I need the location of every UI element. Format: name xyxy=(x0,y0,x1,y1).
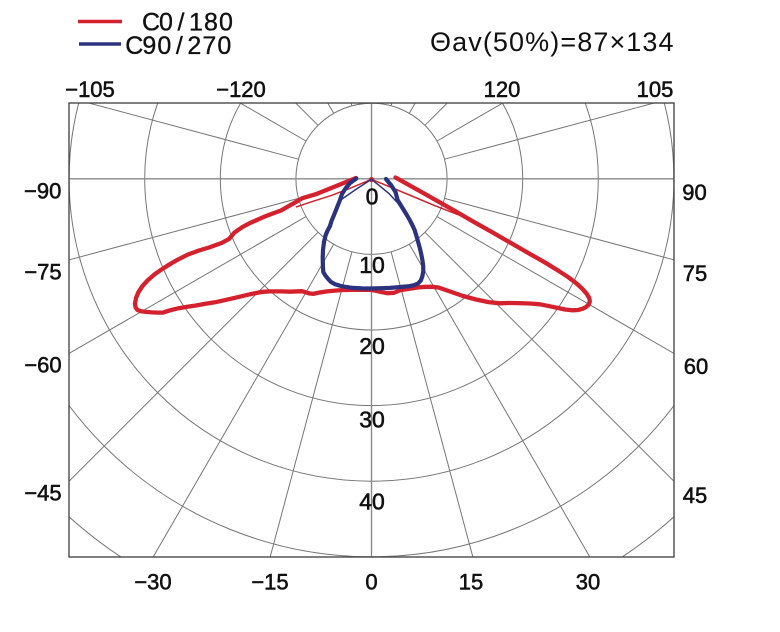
svg-text:−75: −75 xyxy=(24,260,61,285)
svg-text:C90/270: C90/270 xyxy=(125,32,231,60)
svg-text:−30: −30 xyxy=(134,570,171,595)
svg-text:Θav(50%)=87×134: Θav(50%)=87×134 xyxy=(430,27,675,57)
svg-text:−105: −105 xyxy=(65,77,115,102)
svg-text:40: 40 xyxy=(359,488,385,514)
svg-text:105: 105 xyxy=(637,77,674,102)
svg-text:120: 120 xyxy=(484,77,521,102)
svg-text:45: 45 xyxy=(683,483,707,508)
svg-text:−60: −60 xyxy=(24,353,61,378)
svg-text:90: 90 xyxy=(682,180,706,205)
svg-text:60: 60 xyxy=(684,354,708,379)
svg-text:75: 75 xyxy=(683,261,707,286)
svg-text:15: 15 xyxy=(459,570,483,595)
svg-text:0: 0 xyxy=(365,570,377,595)
svg-text:30: 30 xyxy=(359,407,385,433)
svg-text:0: 0 xyxy=(366,184,379,210)
svg-text:−15: −15 xyxy=(251,570,288,595)
svg-text:20: 20 xyxy=(359,333,385,359)
svg-text:−90: −90 xyxy=(24,179,61,204)
svg-text:−120: −120 xyxy=(216,77,266,102)
svg-text:−45: −45 xyxy=(24,481,61,506)
svg-text:30: 30 xyxy=(576,570,600,595)
svg-text:10: 10 xyxy=(359,252,385,278)
